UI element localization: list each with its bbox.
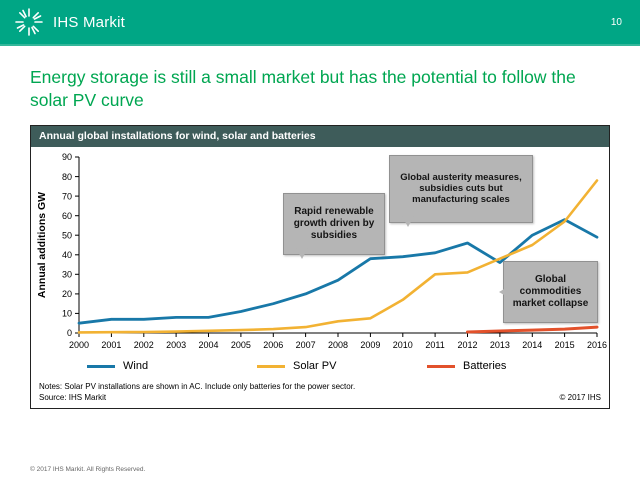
svg-text:2015: 2015 bbox=[555, 340, 575, 350]
svg-text:2009: 2009 bbox=[360, 340, 380, 350]
ihs-markit-logo bbox=[15, 8, 43, 36]
svg-text:2007: 2007 bbox=[296, 340, 316, 350]
notes-block: Notes: Solar PV installations are shown … bbox=[31, 380, 609, 409]
chart-copyright: © 2017 IHS bbox=[559, 392, 601, 402]
svg-text:2013: 2013 bbox=[490, 340, 510, 350]
chart-legend: Wind Solar PV Batteries bbox=[31, 353, 609, 380]
batteries-line-swatch bbox=[427, 364, 455, 368]
wind-line-swatch bbox=[87, 364, 115, 368]
legend-label-batteries: Batteries bbox=[463, 360, 507, 373]
svg-text:2012: 2012 bbox=[457, 340, 477, 350]
chart-title-bar: Annual global installations for wind, so… bbox=[31, 126, 609, 147]
chart-svg: Annual additions GW 0 10 20 30 40 50 60 70 80 90 20… bbox=[36, 152, 607, 350]
svg-text:2006: 2006 bbox=[263, 340, 283, 350]
svg-text:2011: 2011 bbox=[425, 340, 444, 350]
svg-text:2008: 2008 bbox=[328, 340, 348, 350]
page-number: 10 bbox=[610, 16, 622, 28]
svg-text:2003: 2003 bbox=[166, 340, 186, 350]
solar-line-swatch bbox=[257, 364, 285, 368]
slide-title: Energy storage is still a small market b… bbox=[30, 67, 576, 111]
svg-text:2005: 2005 bbox=[231, 340, 251, 350]
annotation-text: Global austerity measures, subsidies cut… bbox=[400, 171, 522, 206]
svg-text:50: 50 bbox=[62, 230, 72, 240]
brand-name: IHS Markit bbox=[53, 13, 126, 31]
svg-text:10: 10 bbox=[62, 308, 72, 318]
annotation-text: Rapid renewable growth driven by subsidi… bbox=[293, 206, 375, 241]
svg-text:2002: 2002 bbox=[134, 340, 154, 350]
svg-text:60: 60 bbox=[62, 211, 72, 221]
svg-text:70: 70 bbox=[62, 191, 72, 201]
svg-text:2004: 2004 bbox=[198, 340, 218, 350]
legend-item-wind: Wind bbox=[87, 360, 257, 372]
legend-label-wind: Wind bbox=[123, 360, 149, 373]
legend-label-solar: Solar PV bbox=[293, 360, 337, 373]
notes-line: Notes: Solar PV installations are shown … bbox=[39, 381, 356, 391]
svg-text:2001: 2001 bbox=[101, 340, 121, 350]
slide-copyright: © 2017 IHS Markit. All Rights Reserved. bbox=[30, 466, 146, 473]
legend-item-solar: Solar PV bbox=[257, 360, 427, 372]
svg-text:30: 30 bbox=[62, 269, 72, 279]
legend-item-batteries: Batteries bbox=[427, 360, 597, 372]
source-line: Source: IHS Markit bbox=[39, 392, 107, 402]
annotation-rapid-growth: Rapid renewable growth driven by subsidi… bbox=[283, 192, 385, 259]
svg-text:2010: 2010 bbox=[393, 340, 413, 350]
annotation-austerity: Global austerity measures, subsidies cut… bbox=[389, 154, 533, 227]
svg-text:80: 80 bbox=[62, 172, 72, 182]
svg-text:2014: 2014 bbox=[522, 340, 542, 350]
svg-text:40: 40 bbox=[62, 250, 72, 260]
top-banner: IHS Markit 10 bbox=[0, 0, 640, 46]
svg-text:2000: 2000 bbox=[69, 340, 89, 350]
plot-area: Annual additions GW 0 10 20 30 40 50 60 70 80 90 20… bbox=[31, 147, 609, 353]
annotation-text: Global commodities market collapse bbox=[512, 274, 589, 309]
svg-text:0: 0 bbox=[67, 328, 72, 338]
svg-text:2016: 2016 bbox=[587, 340, 607, 350]
svg-text:90: 90 bbox=[62, 152, 72, 162]
svg-text:Annual additions GW: Annual additions GW bbox=[36, 192, 48, 298]
annotation-commodities: Global commodities market collapse bbox=[499, 260, 598, 323]
svg-text:20: 20 bbox=[62, 289, 72, 299]
chart-box: Annual global installations for wind, so… bbox=[30, 125, 610, 410]
